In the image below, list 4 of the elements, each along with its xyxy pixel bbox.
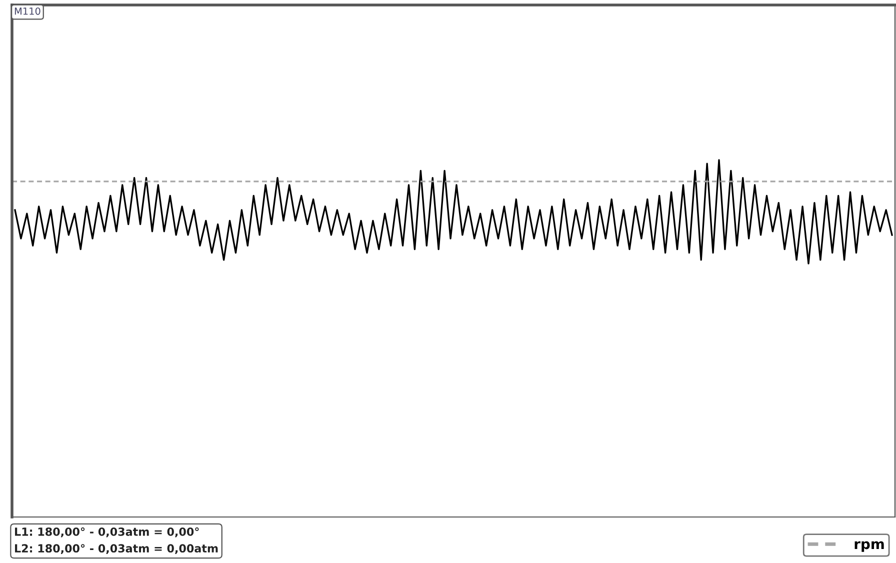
text: M110 (14, 7, 40, 15)
text: L1: 180,00° - 0,03atm = 0,00° (15, 527, 199, 538)
text: L2: 180,00° - 0,03atm = 0,00atm (15, 544, 218, 554)
legend-label: rpm (854, 541, 884, 552)
